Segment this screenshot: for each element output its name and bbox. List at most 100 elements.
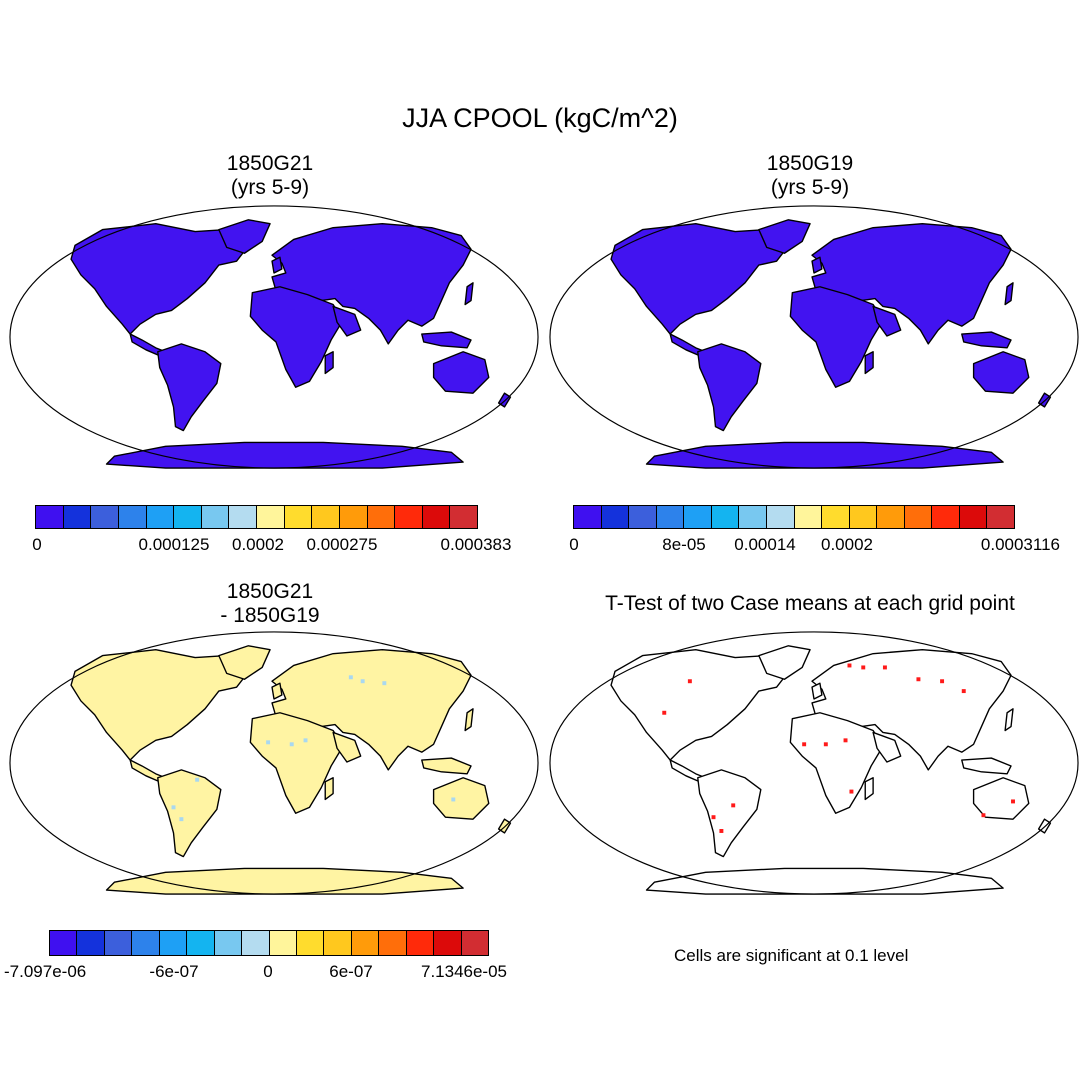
significance-note: Cells are significant at 0.1 level: [674, 946, 909, 965]
map-g21-japan: [464, 282, 474, 306]
map-diff: [9, 631, 539, 895]
cbar2-swatch-10: [849, 506, 878, 528]
map-g19-border: [549, 205, 1079, 469]
map-diff-cell-5: [303, 738, 308, 743]
map-g21: [9, 205, 539, 469]
cbar1-swatch-15: [450, 506, 477, 528]
map-diff-cell-6: [195, 777, 200, 782]
map-diff-south-america: [157, 769, 222, 858]
cbar3-swatch-5: [187, 931, 215, 955]
cbar1-swatch-8: [257, 506, 285, 528]
colorbar-g19-label-1: 8e-05: [662, 535, 706, 554]
cbar3-swatch-1: [77, 931, 105, 955]
map-ttest-indonesia: [961, 757, 1012, 775]
map-g19-greenland: [758, 219, 811, 254]
map-ttest-cell-16: [731, 803, 736, 808]
cbar2-swatch-0: [574, 506, 602, 528]
map-ttest-cell-10: [843, 738, 848, 743]
cbar3-swatch-14: [434, 931, 462, 955]
panel-title-diff-line2: - 1850G19: [220, 604, 320, 627]
cbar1-swatch-14: [422, 506, 451, 528]
map-ttest-dots: [662, 663, 1015, 833]
map-g21-arabia: [332, 305, 362, 337]
cbar2-swatch-3: [656, 506, 685, 528]
map-ttest-cell-3: [861, 665, 866, 670]
panel-title-g21-line1: 1850G21: [226, 152, 314, 175]
cbar1-swatch-4: [146, 506, 175, 528]
map-g21-uk: [271, 256, 283, 274]
map-ttest-cell-11: [719, 829, 724, 833]
colorbar-g19: [573, 505, 1015, 529]
map-diff-border: [9, 631, 539, 895]
panel-title-ttest: T-Test of two Case means at each grid po…: [605, 592, 1015, 615]
map-g19-uk: [811, 256, 823, 274]
map-ttest-greenland: [758, 645, 811, 680]
map-diff-dots: [171, 675, 456, 822]
cbar2-swatch-14: [959, 506, 988, 528]
cbar3-swatch-8: [269, 931, 297, 955]
panel-title-g19-line1: 1850G19: [766, 152, 854, 175]
map-ttest-cell-1: [662, 710, 667, 715]
map-ttest-cell-2: [847, 663, 852, 668]
cbar3-swatch-0: [50, 931, 78, 955]
cbar3-swatch-4: [159, 931, 188, 955]
map-ttest-cell-9: [823, 742, 828, 747]
cbar3-swatch-7: [242, 931, 270, 955]
map-ttest-africa: [789, 712, 884, 814]
map-diff-australia: [432, 777, 490, 820]
panel-title-diff-line1: 1850G21: [226, 580, 314, 603]
map-g21-land: [70, 219, 512, 469]
map-ttest-land: [610, 645, 1052, 895]
cbar2-swatch-11: [877, 506, 905, 528]
cbar3-swatch-9: [296, 931, 325, 955]
map-ttest-south-america: [697, 769, 762, 858]
cbar1-swatch-2: [91, 506, 119, 528]
map-diff-land: [70, 645, 512, 895]
map-g19-madagascar: [864, 351, 874, 375]
colorbar-diff-label-2: 0: [263, 962, 273, 981]
map-ttest-cell-14: [981, 813, 986, 818]
colorbar-diff-label-4: 7.1346e-05: [420, 962, 508, 981]
map-g19-australia: [972, 351, 1030, 394]
cbar3-swatch-13: [406, 931, 435, 955]
cbar2-swatch-1: [601, 506, 630, 528]
map-ttest-cell-13: [1011, 799, 1015, 804]
map-diff-cell-7: [179, 817, 184, 822]
cbar2-swatch-7: [766, 506, 795, 528]
map-ttest-arabia: [872, 731, 902, 763]
panel-title-g19: 1850G19 (yrs 5-9): [690, 152, 930, 200]
panel-title-g21: 1850G21 (yrs 5-9): [150, 152, 390, 200]
cbar2-swatch-5: [711, 506, 740, 528]
colorbar-g21-label-4: 0.000383: [440, 535, 512, 554]
figure-title: JJA CPOOL (kgC/m^2): [402, 103, 678, 133]
map-ttest-cell-7: [961, 689, 966, 694]
map-g21-indonesia: [421, 331, 472, 349]
map-diff-cell-2: [382, 681, 387, 686]
cbar2-swatch-2: [629, 506, 657, 528]
cbar2-swatch-9: [822, 506, 850, 528]
map-diff-greenland: [218, 645, 271, 680]
map-diff-indonesia: [421, 757, 472, 775]
colorbar-g19-label-0: 0: [569, 535, 579, 554]
map-g21-border: [9, 205, 539, 469]
cbar1-swatch-11: [339, 506, 368, 528]
cbar1-swatch-9: [284, 506, 313, 528]
colorbar-g19-label-3: 0.0002: [821, 535, 873, 554]
cbar3-swatch-12: [379, 931, 407, 955]
colorbar-g21-label-2: 0.0002: [232, 535, 284, 554]
panel-title-diff: 1850G21 - 1850G19: [150, 580, 390, 628]
cbar1-swatch-0: [36, 506, 64, 528]
cbar2-swatch-8: [794, 506, 823, 528]
map-diff-arabia: [332, 731, 362, 763]
map-g19-north-america: [610, 223, 792, 335]
cbar2-swatch-15: [987, 506, 1014, 528]
map-g21-africa: [249, 286, 344, 388]
cbar3-swatch-2: [104, 931, 133, 955]
map-ttest-cell-8: [802, 742, 807, 747]
map-diff-cell-8: [171, 805, 176, 810]
map-ttest-japan: [1004, 708, 1014, 732]
colorbar-diff-label-3: 6e-07: [329, 962, 373, 981]
cbar3-swatch-15: [461, 931, 488, 955]
cbar1-swatch-3: [118, 506, 147, 528]
map-g21-greenland: [218, 219, 271, 254]
